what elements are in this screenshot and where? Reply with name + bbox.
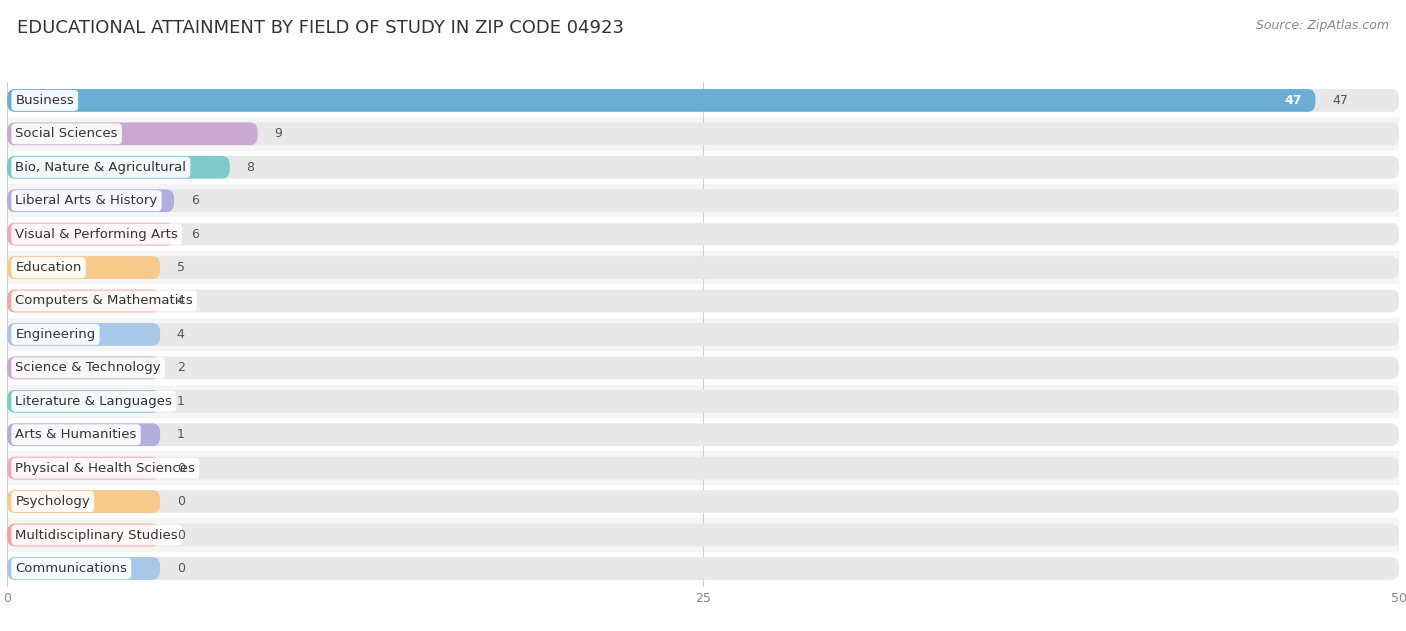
Text: Computers & Mathematics: Computers & Mathematics [15, 295, 193, 307]
Text: 2: 2 [177, 362, 184, 374]
Text: Bio, Nature & Agricultural: Bio, Nature & Agricultural [15, 161, 187, 174]
Bar [7, 84, 1399, 117]
Text: Education: Education [15, 261, 82, 274]
Text: 6: 6 [191, 228, 198, 240]
Text: 6: 6 [191, 194, 198, 207]
FancyBboxPatch shape [7, 457, 160, 480]
FancyBboxPatch shape [7, 189, 174, 212]
Bar [7, 451, 1399, 485]
Text: Science & Technology: Science & Technology [15, 362, 162, 374]
Bar [7, 551, 1399, 585]
Text: 0: 0 [177, 495, 184, 508]
FancyBboxPatch shape [7, 423, 160, 446]
Text: Physical & Health Sciences: Physical & Health Sciences [15, 462, 195, 475]
Text: Psychology: Psychology [15, 495, 90, 508]
Bar [7, 151, 1399, 184]
Text: Visual & Performing Arts: Visual & Performing Arts [15, 228, 179, 240]
FancyBboxPatch shape [7, 89, 1316, 112]
Text: 0: 0 [177, 529, 184, 541]
FancyBboxPatch shape [7, 524, 1399, 546]
Text: 47: 47 [1284, 94, 1302, 107]
FancyBboxPatch shape [7, 490, 160, 513]
FancyBboxPatch shape [7, 189, 1399, 212]
FancyBboxPatch shape [7, 323, 1399, 346]
Text: 1: 1 [177, 395, 184, 408]
FancyBboxPatch shape [7, 323, 160, 346]
FancyBboxPatch shape [7, 490, 1399, 513]
Text: 5: 5 [177, 261, 184, 274]
FancyBboxPatch shape [7, 122, 1399, 145]
Bar [7, 518, 1399, 551]
Text: Liberal Arts & History: Liberal Arts & History [15, 194, 157, 207]
Text: Literature & Languages: Literature & Languages [15, 395, 173, 408]
Text: 47: 47 [1331, 94, 1348, 107]
FancyBboxPatch shape [7, 390, 160, 413]
Bar [7, 418, 1399, 451]
Bar [7, 285, 1399, 318]
Bar [7, 117, 1399, 151]
FancyBboxPatch shape [7, 357, 160, 379]
FancyBboxPatch shape [7, 156, 1399, 179]
FancyBboxPatch shape [7, 457, 1399, 480]
Text: 0: 0 [177, 462, 184, 475]
FancyBboxPatch shape [7, 290, 1399, 312]
FancyBboxPatch shape [7, 557, 160, 580]
Text: Communications: Communications [15, 562, 128, 575]
FancyBboxPatch shape [7, 122, 257, 145]
Text: 9: 9 [274, 127, 283, 140]
Bar [7, 318, 1399, 351]
Text: Engineering: Engineering [15, 328, 96, 341]
FancyBboxPatch shape [7, 390, 1399, 413]
FancyBboxPatch shape [7, 256, 1399, 279]
FancyBboxPatch shape [7, 223, 1399, 245]
FancyBboxPatch shape [7, 423, 1399, 446]
Text: Business: Business [15, 94, 75, 107]
Text: Source: ZipAtlas.com: Source: ZipAtlas.com [1256, 19, 1389, 32]
Text: 8: 8 [246, 161, 254, 174]
FancyBboxPatch shape [7, 89, 1399, 112]
Text: 4: 4 [177, 295, 184, 307]
Bar [7, 351, 1399, 384]
FancyBboxPatch shape [7, 357, 1399, 379]
FancyBboxPatch shape [7, 256, 160, 279]
Text: 1: 1 [177, 428, 184, 441]
Bar [7, 184, 1399, 218]
FancyBboxPatch shape [7, 156, 229, 179]
Bar [7, 218, 1399, 251]
Text: Multidisciplinary Studies: Multidisciplinary Studies [15, 529, 179, 541]
Bar [7, 485, 1399, 518]
Bar [7, 384, 1399, 418]
Text: Arts & Humanities: Arts & Humanities [15, 428, 136, 441]
Text: EDUCATIONAL ATTAINMENT BY FIELD OF STUDY IN ZIP CODE 04923: EDUCATIONAL ATTAINMENT BY FIELD OF STUDY… [17, 19, 624, 37]
Text: 0: 0 [177, 562, 184, 575]
Bar [7, 251, 1399, 285]
FancyBboxPatch shape [7, 557, 1399, 580]
FancyBboxPatch shape [7, 223, 174, 245]
Text: Social Sciences: Social Sciences [15, 127, 118, 140]
FancyBboxPatch shape [7, 524, 160, 546]
Text: 4: 4 [177, 328, 184, 341]
FancyBboxPatch shape [7, 290, 160, 312]
